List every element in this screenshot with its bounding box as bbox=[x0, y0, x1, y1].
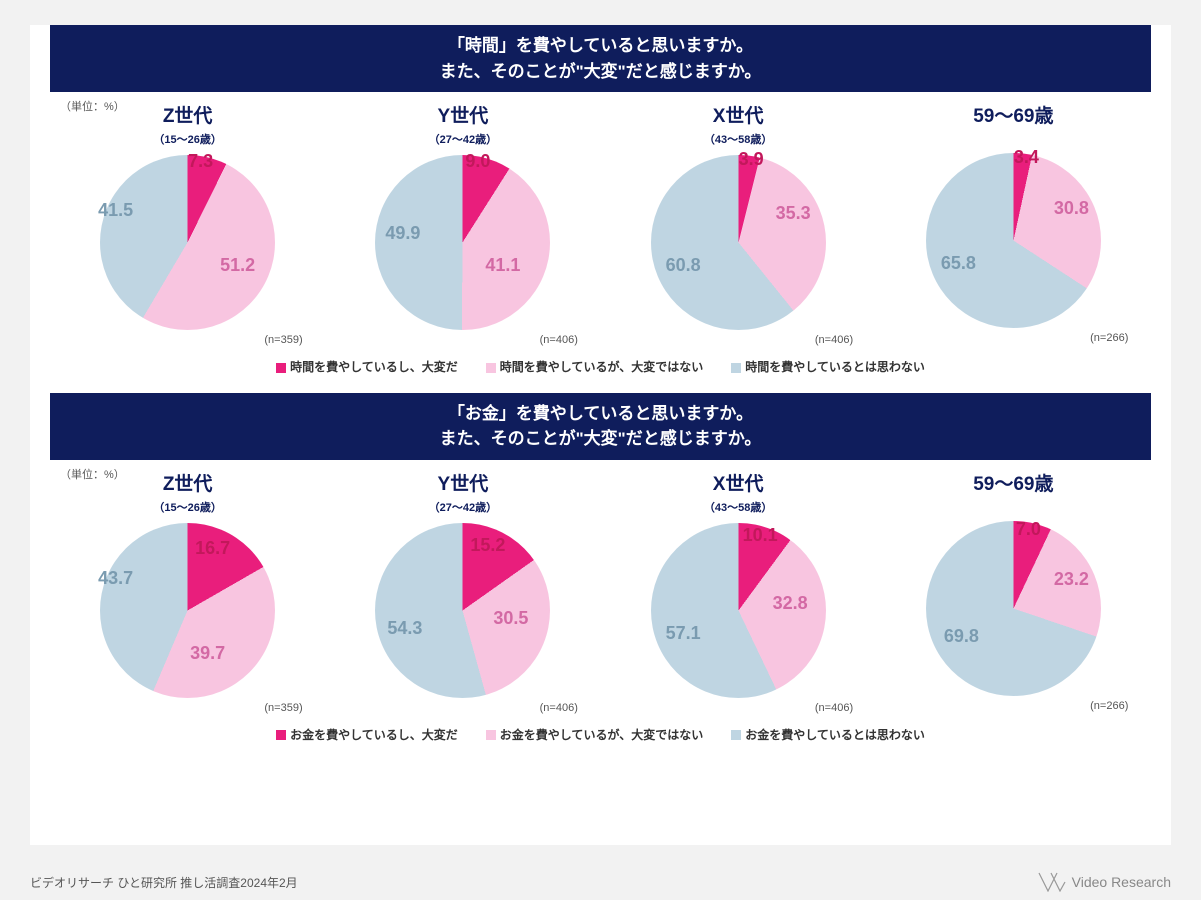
pie-value-label: 30.5 bbox=[493, 608, 528, 629]
title-line1: 「お金」を費やしていると思いますか。 bbox=[50, 401, 1151, 427]
generation-title: 59〜69歳 bbox=[888, 106, 1138, 129]
generation-subtitle: （43〜58歳） bbox=[613, 131, 863, 147]
pie-wrap: 7.351.241.5 bbox=[100, 155, 275, 330]
pie-value-label: 69.8 bbox=[944, 626, 979, 647]
logo-icon bbox=[1038, 872, 1066, 892]
pie-value-label: 10.1 bbox=[743, 525, 778, 546]
chart-column: Y世代 （27〜42歳） 15.2 30.5 54.3 (n=406) bbox=[338, 474, 588, 714]
chart-column: 59〜69歳 7.0 23.2 69.8 (n=266) bbox=[888, 474, 1138, 714]
generation-subtitle: （27〜42歳） bbox=[338, 131, 588, 147]
sample-size-label: (n=359) bbox=[63, 334, 303, 346]
pie-value-label: 16.7 bbox=[195, 538, 230, 559]
section-title: 「時間」を費やしていると思いますか。また、そのことが"大変"だと感じますか。 bbox=[50, 25, 1151, 92]
legend-swatch bbox=[731, 363, 741, 373]
pie-value-label: 9.0 bbox=[465, 151, 490, 172]
pie-wrap: 7.0 23.2 69.8 bbox=[926, 521, 1101, 696]
pie-value-label: 32.8 bbox=[773, 593, 808, 614]
charts-row: Z世代 （15〜26歳） 7.3 51.2 41.5 (n=359) Y世代 （27〜42歳）… bbox=[30, 106, 1171, 346]
pie-value-label: 39.7 bbox=[190, 643, 225, 664]
generation-title: X世代 bbox=[613, 106, 863, 129]
legend-item: お金を費やしているとは思わない bbox=[731, 728, 925, 742]
pie-wrap: 9.041.149.9 bbox=[375, 155, 550, 330]
pie-value-label: 41.5 bbox=[98, 200, 133, 221]
title-line2: また、そのことが"大変"だと感じますか。 bbox=[50, 426, 1151, 452]
pie-value-label: 49.9 bbox=[385, 223, 420, 244]
pie-value-label: 15.2 bbox=[470, 535, 505, 556]
generation-subtitle bbox=[888, 131, 1138, 145]
sample-size-label: (n=359) bbox=[63, 702, 303, 714]
pie-wrap: 10.1 32.8 57.1 bbox=[651, 523, 826, 698]
legend-item: お金を費やしているが、大変ではない bbox=[486, 728, 703, 742]
legend-swatch bbox=[276, 363, 286, 373]
generation-subtitle: （15〜26歳） bbox=[63, 131, 313, 147]
legend-swatch bbox=[276, 730, 286, 740]
pie-chart bbox=[651, 155, 826, 330]
legend-item: 時間を費やしているが、大変ではない bbox=[486, 360, 703, 374]
pie-wrap: 3.430.865.8 bbox=[926, 153, 1101, 328]
pie-value-label: 7.0 bbox=[1016, 519, 1041, 540]
pie-chart bbox=[100, 523, 275, 698]
sample-size-label: (n=406) bbox=[338, 334, 578, 346]
pie-wrap: 16.7 39.7 43.7 bbox=[100, 523, 275, 698]
section-title: 「お金」を費やしていると思いますか。また、そのことが"大変"だと感じますか。 bbox=[50, 393, 1151, 460]
pie-value-label: 3.4 bbox=[1014, 147, 1039, 168]
footer-source: ビデオリサーチ ひと研究所 推し活調査2024年2月 bbox=[30, 874, 298, 891]
charts-row: Z世代 （15〜26歳） 16.7 39.7 43.7 (n=359) Y世代 （27〜42歳… bbox=[30, 474, 1171, 714]
pie-value-label: 54.3 bbox=[387, 618, 422, 639]
sample-size-label: (n=266) bbox=[888, 332, 1128, 344]
logo: Video Research bbox=[1038, 872, 1171, 892]
pie-value-label: 51.2 bbox=[220, 255, 255, 276]
footer: ビデオリサーチ ひと研究所 推し活調査2024年2月 Video Researc… bbox=[30, 872, 1171, 892]
pie-value-label: 60.8 bbox=[666, 255, 701, 276]
legend: お金を費やしているし、大変だ お金を費やしているが、大変ではない お金を費やしている… bbox=[30, 726, 1171, 743]
generation-title: 59〜69歳 bbox=[888, 474, 1138, 497]
legend-item: 時間を費やしているとは思わない bbox=[731, 360, 925, 374]
logo-text: Video Research bbox=[1072, 874, 1171, 890]
chart-column: X世代 （43〜58歳） 3.9 35.3 60.8 (n=406) bbox=[613, 106, 863, 346]
chart-column: Z世代 （15〜26歳） 7.3 51.2 41.5 (n=359) bbox=[63, 106, 313, 346]
generation-title: Z世代 bbox=[63, 106, 313, 129]
generation-title: X世代 bbox=[613, 474, 863, 497]
legend-item: 時間を費やしているし、大変だ bbox=[276, 360, 458, 374]
pie-value-label: 35.3 bbox=[776, 203, 811, 224]
pie-value-label: 65.8 bbox=[941, 253, 976, 274]
generation-title: Z世代 bbox=[63, 474, 313, 497]
generation-subtitle: （27〜42歳） bbox=[338, 499, 588, 515]
pie-wrap: 15.2 30.5 54.3 bbox=[375, 523, 550, 698]
pie-wrap: 3.935.360.8 bbox=[651, 155, 826, 330]
content-area: 「時間」を費やしていると思いますか。また、そのことが"大変"だと感じますか。（単… bbox=[30, 25, 1171, 845]
generation-subtitle bbox=[888, 499, 1138, 513]
legend: 時間を費やしているし、大変だ 時間を費やしているが、大変ではない 時間を費やしている… bbox=[30, 358, 1171, 375]
pie-value-label: 43.7 bbox=[98, 568, 133, 589]
chart-column: X世代 （43〜58歳） 10.1 32.8 57.1 (n=406) bbox=[613, 474, 863, 714]
generation-title: Y世代 bbox=[338, 474, 588, 497]
sample-size-label: (n=406) bbox=[613, 334, 853, 346]
chart-column: 59〜69歳 3.4 30.8 65.8 (n=266) bbox=[888, 106, 1138, 346]
pie-value-label: 23.2 bbox=[1054, 569, 1089, 590]
pie-chart bbox=[926, 153, 1101, 328]
pie-value-label: 57.1 bbox=[666, 623, 701, 644]
generation-subtitle: （15〜26歳） bbox=[63, 499, 313, 515]
legend-swatch bbox=[486, 363, 496, 373]
pie-chart bbox=[100, 155, 275, 330]
pie-value-label: 7.3 bbox=[188, 151, 213, 172]
legend-swatch bbox=[486, 730, 496, 740]
chart-column: Y世代 （27〜42歳） 9.0 41.1 49.9 (n=406) bbox=[338, 106, 588, 346]
legend-swatch bbox=[731, 730, 741, 740]
title-line2: また、そのことが"大変"だと感じますか。 bbox=[50, 59, 1151, 85]
chart-column: Z世代 （15〜26歳） 16.7 39.7 43.7 (n=359) bbox=[63, 474, 313, 714]
legend-item: お金を費やしているし、大変だ bbox=[276, 728, 458, 742]
title-line1: 「時間」を費やしていると思いますか。 bbox=[50, 33, 1151, 59]
generation-subtitle: （43〜58歳） bbox=[613, 499, 863, 515]
pie-value-label: 41.1 bbox=[485, 255, 520, 276]
generation-title: Y世代 bbox=[338, 106, 588, 129]
pie-value-label: 30.8 bbox=[1054, 198, 1089, 219]
sample-size-label: (n=406) bbox=[338, 702, 578, 714]
pie-chart bbox=[926, 521, 1101, 696]
pie-value-label: 3.9 bbox=[739, 149, 764, 170]
sample-size-label: (n=266) bbox=[888, 700, 1128, 712]
sample-size-label: (n=406) bbox=[613, 702, 853, 714]
